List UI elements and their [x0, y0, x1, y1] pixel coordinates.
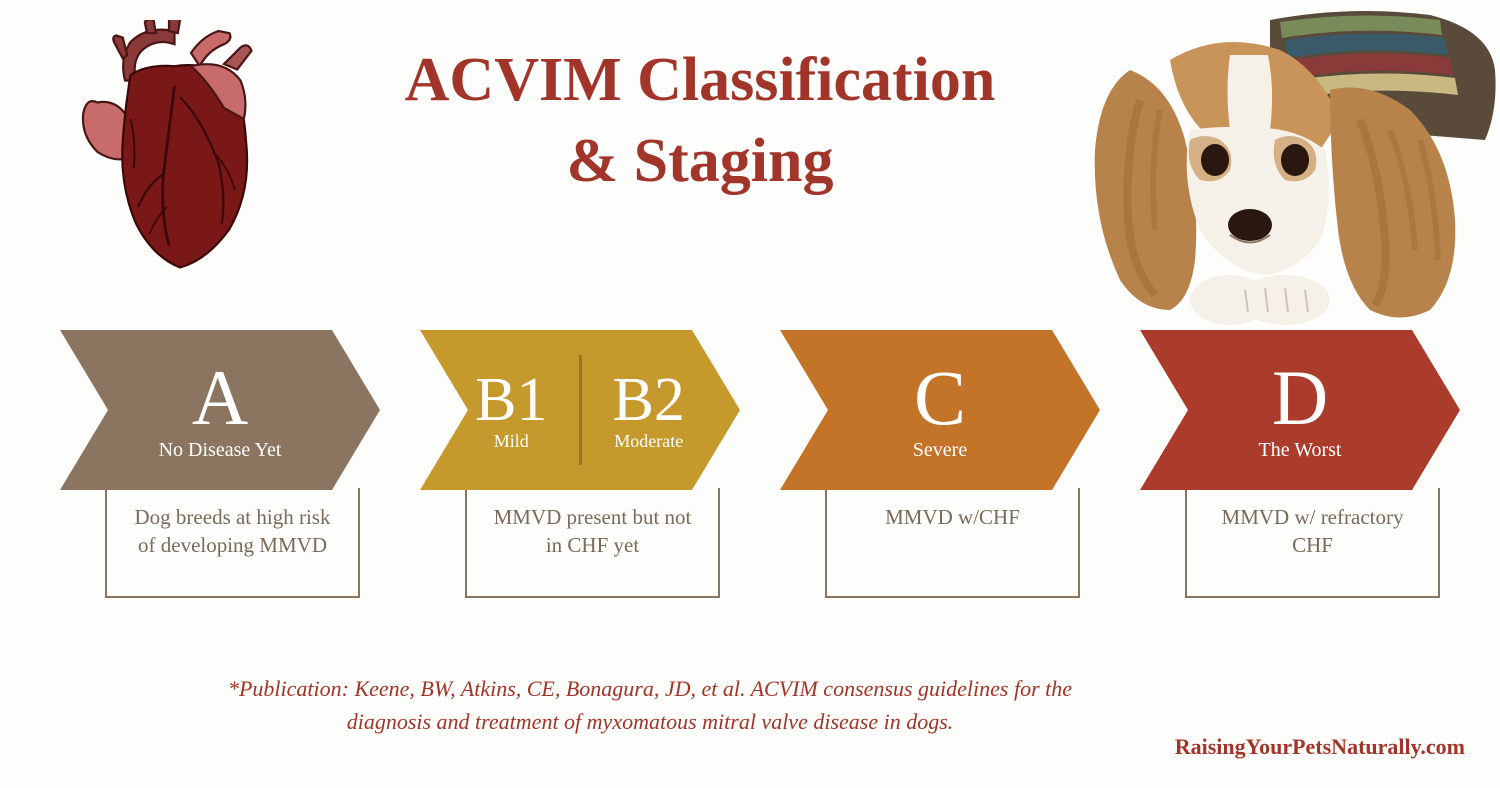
- stage-a: A No Disease Yet Dog breeds at high risk…: [60, 330, 380, 598]
- stage-description-a: Dog breeds at high risk of developing MM…: [105, 488, 360, 598]
- stages-container: A No Disease Yet Dog breeds at high risk…: [60, 330, 1460, 598]
- stage-letter-b1: B1: [475, 369, 547, 431]
- stage-c: C Severe MMVD w/CHF: [780, 330, 1100, 598]
- stage-d: D The Worst MMVD w/ refractory CHF: [1140, 330, 1460, 598]
- stage-subtitle-b1: Mild: [494, 431, 529, 452]
- stage-letter-d: D: [1272, 359, 1328, 437]
- stage-b: B1 Mild B2 Moderate MMVD present but not…: [420, 330, 740, 598]
- stage-letter-a: A: [192, 359, 248, 437]
- stage-subtitle-c: Severe: [913, 439, 967, 462]
- stage-subtitle-d: The Worst: [1258, 439, 1341, 462]
- stage-description-b: MMVD present but not in CHF yet: [465, 488, 720, 598]
- main-title: ACVIM Classification & Staging: [380, 40, 1020, 201]
- stage-subtitle-b2: Moderate: [614, 431, 683, 452]
- stage-letter-b2: B2: [613, 369, 685, 431]
- heart-icon: [70, 20, 290, 280]
- stage-description-d: MMVD w/ refractory CHF: [1185, 488, 1440, 598]
- stage-b-divider: [579, 355, 582, 465]
- dog-image: [1070, 0, 1500, 330]
- website-url: RaisingYourPetsNaturally.com: [1175, 734, 1465, 760]
- stage-subtitle-a: No Disease Yet: [159, 439, 282, 462]
- publication-footnote: *Publication: Keene, BW, Atkins, CE, Bon…: [200, 672, 1100, 738]
- stage-description-c: MMVD w/CHF: [825, 488, 1080, 598]
- stage-letter-c: C: [914, 359, 966, 437]
